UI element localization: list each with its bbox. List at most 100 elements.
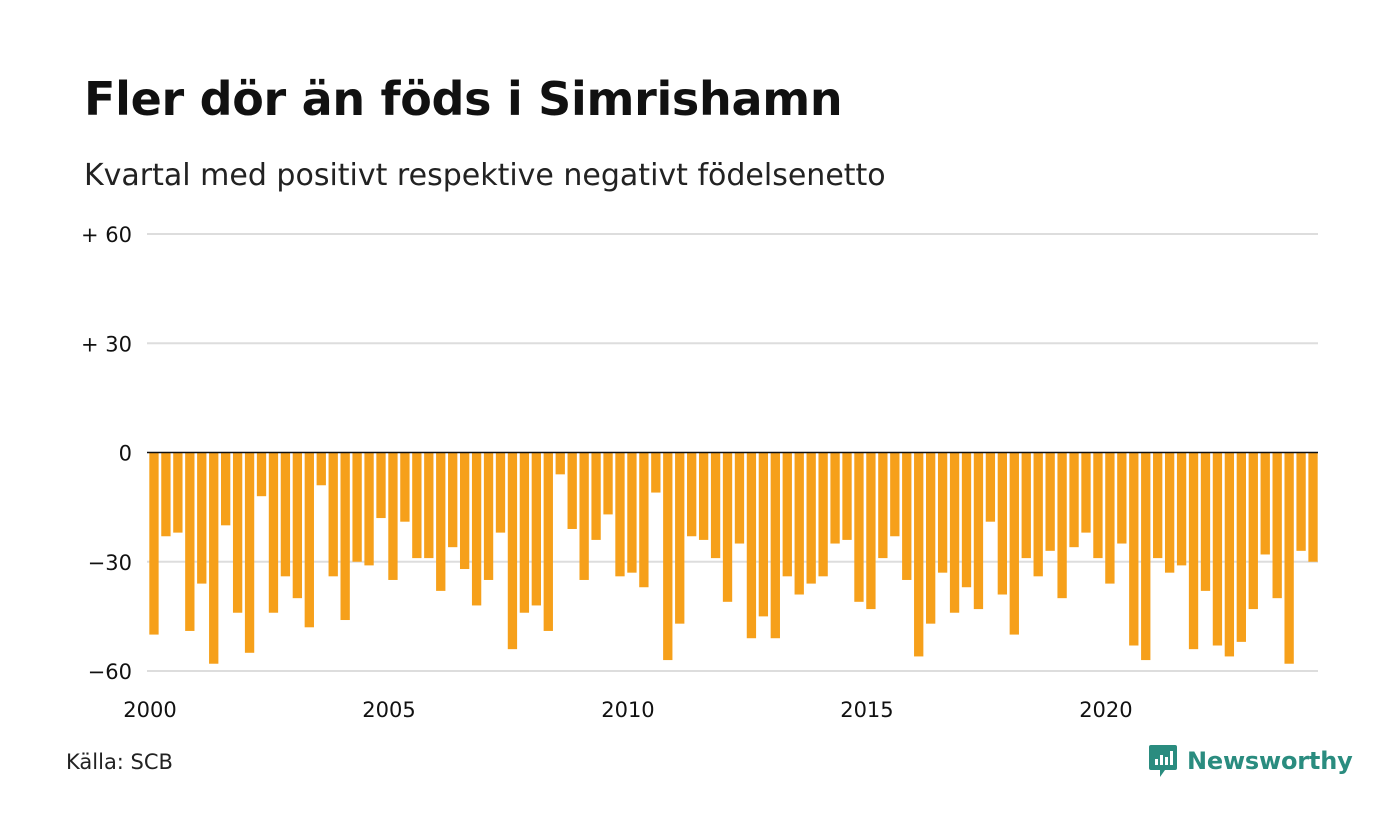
bar [268,452,279,613]
bar [1260,452,1270,555]
bar [280,452,291,577]
bar [902,452,912,580]
bar [1141,452,1151,661]
x-tick-label: 2010 [601,698,654,722]
bar [1021,452,1031,559]
bar [961,452,972,588]
x-tick-label: 2000 [123,698,176,722]
bar [412,452,422,559]
bar [949,452,960,613]
bar [663,452,673,661]
bar [483,452,494,580]
bar [185,452,195,631]
bar [424,452,434,559]
bar [555,452,565,475]
bar [651,452,661,493]
bar [1093,452,1103,559]
bar [1272,452,1282,599]
newsworthy-logo-icon [1149,745,1177,777]
bar [1069,452,1079,548]
bar [854,452,864,602]
bar [830,452,840,544]
y-tick-label: −30 [88,551,132,575]
bar [698,452,709,540]
bar [687,452,697,537]
gridlines [147,233,1318,672]
bar [722,452,733,602]
bar [770,452,780,639]
bar [997,452,1008,595]
bar [926,452,936,624]
bar [842,452,852,540]
bar [376,452,386,519]
bar [866,452,876,610]
y-tick-label: + 60 [81,223,132,247]
bar [1248,452,1258,610]
y-axis-labels: + 60 + 30 0 −30 −60 [81,223,132,684]
bar [161,452,171,537]
x-tick-label: 2005 [362,698,415,722]
bar [890,452,900,537]
y-tick-label: + 30 [81,332,132,356]
bar [1308,452,1318,562]
bar [232,452,243,613]
bar [973,452,984,610]
bar [591,452,601,540]
bar [1200,452,1211,591]
bar [758,452,769,617]
bar [507,452,518,650]
bar [603,452,613,515]
bar [1212,452,1223,646]
bar [1224,452,1235,657]
bar [1129,452,1139,646]
bar [531,452,541,606]
bar [244,452,255,653]
bar [292,452,303,599]
bar [209,452,219,664]
bar [1045,452,1055,551]
bar [1081,452,1091,533]
source-note: Källa: SCB [66,750,173,774]
bar [806,452,816,584]
bar [1057,452,1067,599]
bar [782,452,792,577]
bar [173,452,183,533]
y-tick-label: 0 [119,442,132,466]
bar [985,452,996,522]
bar [388,452,398,580]
bar [579,452,589,580]
bar [340,452,350,621]
bar [1009,452,1019,635]
bar [436,452,446,591]
bar [197,452,207,584]
bar [256,452,267,497]
bar [1117,452,1127,544]
chart-subtitle: Kvartal med positivt respektive negativt… [84,158,886,193]
bar [567,452,577,529]
bar [448,452,458,548]
bar [543,452,553,631]
bar [352,452,362,562]
bar [615,452,625,577]
bar [627,452,637,573]
bar [149,452,159,635]
newsworthy-logo[interactable]: Newsworthy [1148,744,1353,778]
chart-title: Fler dör än föds i Simrishamn [84,72,843,126]
bar [794,452,804,595]
bar [328,452,338,577]
bar [1296,452,1306,551]
bar [710,452,721,559]
bar [734,452,745,544]
bar [316,452,326,486]
bar [519,452,530,613]
bar [1153,452,1163,559]
bar [400,452,410,522]
bar [1105,452,1115,584]
x-axis-labels: 2000 2005 2010 2015 2020 [123,698,1132,722]
bar [1188,452,1199,650]
bar [1164,452,1175,573]
y-tick-label: −60 [88,660,132,684]
bar [459,452,470,570]
